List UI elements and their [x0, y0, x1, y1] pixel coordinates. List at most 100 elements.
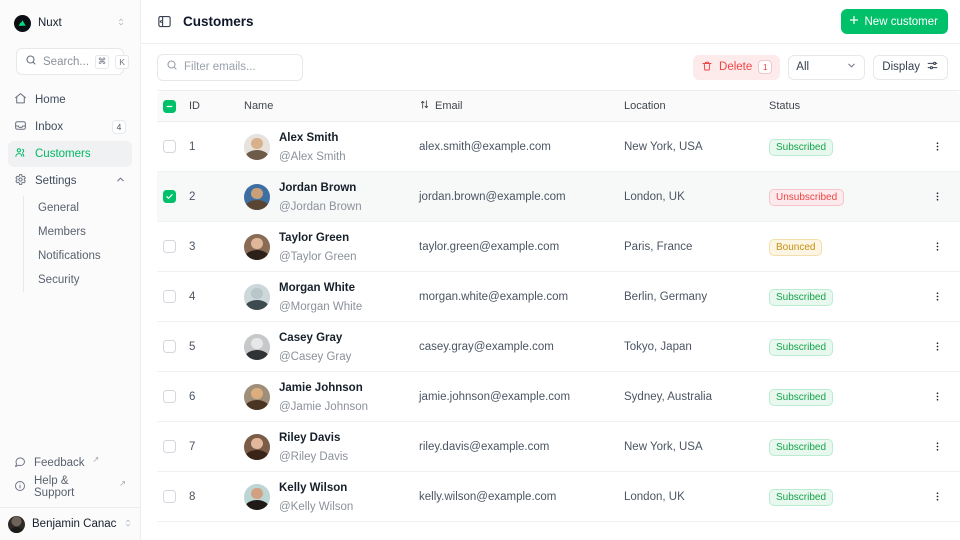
- user-menu[interactable]: Benjamin Canac: [0, 507, 140, 540]
- cell-actions: [914, 386, 960, 407]
- sidebar-item-home[interactable]: Home: [8, 87, 132, 113]
- sidebar-subitem-general[interactable]: General: [38, 202, 79, 214]
- ellipsis-vertical-icon[interactable]: [927, 486, 948, 507]
- sidebar-item-settings[interactable]: Settings: [8, 168, 132, 194]
- cell-id: 4: [189, 290, 196, 303]
- column-header-status[interactable]: Status: [769, 100, 801, 112]
- user-name: Benjamin Canac: [32, 518, 117, 530]
- table-row[interactable]: 4 Morgan White @Morgan White morgan.white@e…: [157, 272, 960, 322]
- inbox-icon: [14, 119, 27, 135]
- sidebar-item-inbox[interactable]: Inbox 4: [8, 114, 132, 140]
- table-toolbar: Filter emails... Delete 1 All Display: [141, 44, 960, 90]
- row-checkbox[interactable]: [163, 190, 176, 203]
- customer-name: Kelly Wilson: [279, 481, 348, 494]
- row-checkbox[interactable]: [163, 290, 176, 303]
- display-button[interactable]: Display: [873, 54, 948, 80]
- table-row[interactable]: 1 Alex Smith @Alex Smith alex.smith@example…: [157, 122, 960, 172]
- sidebar: Nuxt Search... ⌘ K Home: [0, 0, 141, 540]
- row-select-cell: [157, 190, 189, 203]
- column-header-location[interactable]: Location: [624, 100, 666, 112]
- customer-name: Casey Gray: [279, 331, 343, 344]
- cell-actions: [914, 186, 960, 207]
- new-customer-label: New customer: [864, 15, 939, 28]
- horizontal-scrollbar[interactable]: [157, 536, 927, 540]
- sidebar-item-customers[interactable]: Customers: [8, 141, 132, 167]
- cell-status: Subscribed: [769, 137, 914, 156]
- sidebar-subitem-members[interactable]: Members: [38, 226, 86, 238]
- sidebar-item-feedback[interactable]: Feedback ↗: [8, 451, 132, 475]
- cell-name: Taylor Green @Taylor Green: [244, 228, 419, 265]
- sidebar-subitem-security[interactable]: Security: [38, 274, 80, 286]
- cell-email: jamie.johnson@example.com: [419, 390, 571, 403]
- plus-icon: [848, 14, 860, 29]
- gear-icon: [14, 173, 27, 189]
- row-select-cell: [157, 490, 189, 503]
- status-badge: Bounced: [769, 239, 823, 256]
- external-link-icon: ↗: [119, 479, 126, 488]
- avatar: [244, 383, 270, 410]
- page-header: Customers New customer: [141, 0, 960, 44]
- column-header-id[interactable]: ID: [189, 100, 200, 112]
- chevron-down-icon: [846, 60, 857, 74]
- table-header-row: ID Name Email Location Status: [157, 91, 960, 122]
- nuxt-logo-icon: [14, 14, 31, 32]
- row-select-cell: [157, 390, 189, 403]
- column-header-name[interactable]: Name: [244, 100, 274, 112]
- search-input[interactable]: Search... ⌘ K: [16, 48, 130, 75]
- panel-collapse-icon[interactable]: [157, 14, 173, 29]
- cell-actions: [914, 236, 960, 257]
- table-row[interactable]: 2 Jordan Brown @Jordan Brown jordan.brown@e…: [157, 172, 960, 222]
- table-row[interactable]: 3 Taylor Green @Taylor Green taylor.green@e…: [157, 222, 960, 272]
- ellipsis-vertical-icon[interactable]: [927, 436, 948, 457]
- row-select-cell: [157, 140, 189, 153]
- table-row[interactable]: 8 Kelly Wilson @Kelly Wilson kelly.wilson@e…: [157, 472, 960, 522]
- cell-status: Subscribed: [769, 487, 914, 506]
- avatar: [244, 283, 270, 310]
- avatar: [244, 433, 270, 460]
- table-row[interactable]: 7 Riley Davis @Riley Davis riley.davis@exam…: [157, 422, 960, 472]
- table-row[interactable]: 6 Jamie Johnson @Jamie Johnson jamie.johnso…: [157, 372, 960, 422]
- table-row[interactable]: 5 Casey Gray @Casey Gray casey.gray@example…: [157, 322, 960, 372]
- row-checkbox[interactable]: [163, 240, 176, 253]
- delete-button[interactable]: Delete 1: [693, 54, 781, 80]
- select-all-checkbox[interactable]: [163, 99, 176, 113]
- sidebar-subitem-notifications[interactable]: Notifications: [38, 250, 101, 262]
- customer-handle: @Morgan White: [279, 300, 363, 313]
- customer-name: Alex Smith: [279, 131, 339, 144]
- cell-id: 5: [189, 340, 196, 353]
- page-title: Customers: [183, 14, 254, 29]
- cell-id: 8: [189, 490, 196, 503]
- cell-name: Morgan White @Morgan White: [244, 278, 419, 315]
- team-switcher[interactable]: Nuxt: [8, 8, 132, 38]
- cell-name: Jordan Brown @Jordan Brown: [244, 178, 419, 215]
- ellipsis-vertical-icon[interactable]: [927, 136, 948, 157]
- cell-name: Jamie Johnson @Jamie Johnson: [244, 378, 419, 415]
- ellipsis-vertical-icon[interactable]: [927, 336, 948, 357]
- row-checkbox[interactable]: [163, 140, 176, 153]
- cell-id: 1: [189, 140, 196, 153]
- cell-id: 3: [189, 240, 196, 253]
- cell-email: morgan.white@example.com: [419, 290, 569, 303]
- row-checkbox[interactable]: [163, 390, 176, 403]
- chat-bubble-icon: [14, 456, 26, 471]
- ellipsis-vertical-icon[interactable]: [927, 236, 948, 257]
- display-label: Display: [882, 61, 920, 73]
- filter-placeholder: Filter emails...: [184, 61, 256, 73]
- row-checkbox[interactable]: [163, 440, 176, 453]
- home-icon: [14, 92, 27, 108]
- customer-handle: @Jordan Brown: [279, 200, 362, 213]
- new-customer-button[interactable]: New customer: [840, 9, 948, 34]
- cell-location: New York, USA: [624, 440, 703, 453]
- column-header-email[interactable]: Email: [419, 99, 624, 113]
- chevron-up-down-icon: [123, 515, 133, 533]
- ellipsis-vertical-icon[interactable]: [927, 286, 948, 307]
- row-checkbox[interactable]: [163, 340, 176, 353]
- inbox-badge: 4: [112, 120, 126, 134]
- ellipsis-vertical-icon[interactable]: [927, 186, 948, 207]
- row-checkbox[interactable]: [163, 490, 176, 503]
- cell-status: Unsubscribed: [769, 187, 914, 206]
- sidebar-item-help-support[interactable]: Help & Support ↗: [8, 475, 132, 499]
- ellipsis-vertical-icon[interactable]: [927, 386, 948, 407]
- status-filter-select[interactable]: All: [788, 54, 866, 80]
- filter-emails-input[interactable]: Filter emails...: [157, 53, 303, 81]
